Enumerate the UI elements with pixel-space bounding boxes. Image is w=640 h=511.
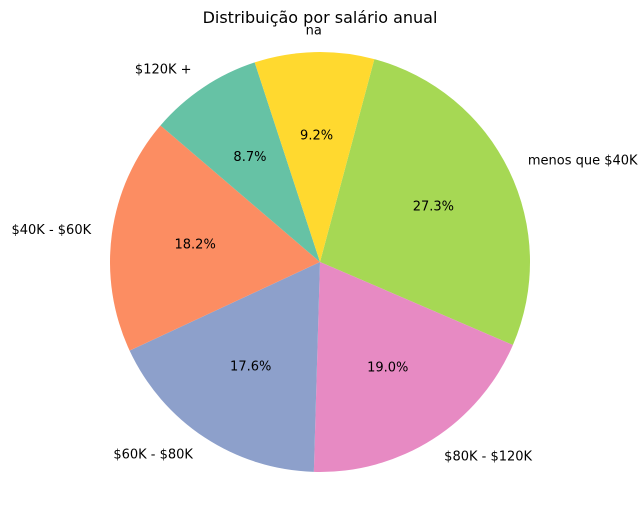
slice-percent-label: 19.0% xyxy=(367,361,408,376)
slice-category-label: $80K - $120K xyxy=(444,449,532,464)
pie-slice xyxy=(320,59,530,345)
slice-percent-label: 9.2% xyxy=(300,129,333,144)
chart-title: Distribuição por salário anual xyxy=(202,8,438,27)
slice-category-label: $60K - $80K xyxy=(113,447,193,462)
slice-percent-label: 18.2% xyxy=(175,237,216,252)
slice-percent-label: 27.3% xyxy=(413,200,454,215)
pie-slice xyxy=(254,51,375,262)
pie-slice xyxy=(109,125,320,351)
pie-slice xyxy=(313,262,513,472)
pie-slice xyxy=(160,62,320,262)
slice-category-label: na xyxy=(306,24,322,39)
pie-slice xyxy=(129,262,320,472)
slice-percent-label: 8.7% xyxy=(233,150,266,165)
slice-category-label: menos que $40K xyxy=(528,154,638,169)
slice-category-label: $120K + xyxy=(135,62,192,77)
slice-category-label: $40K - $60K xyxy=(11,223,91,238)
slice-percent-label: 17.6% xyxy=(230,360,271,375)
